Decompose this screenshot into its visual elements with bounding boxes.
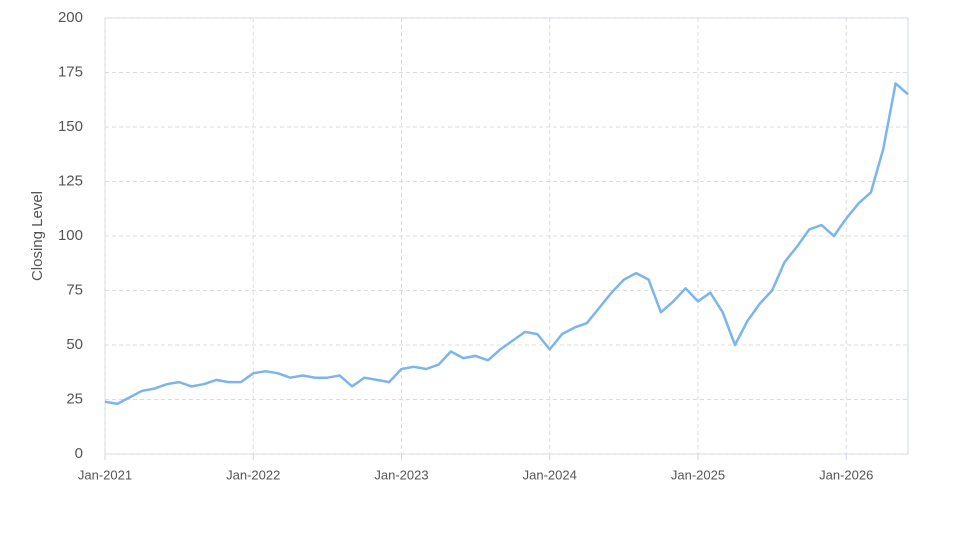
x-tick-label: Jan-2021 bbox=[78, 467, 132, 482]
y-tick-label: 100 bbox=[58, 227, 83, 244]
x-tick-label: Jan-2026 bbox=[819, 467, 873, 482]
y-tick-label: 125 bbox=[58, 172, 83, 189]
y-axis-label: Closing Level bbox=[29, 191, 46, 281]
x-tick-label: Jan-2022 bbox=[226, 467, 280, 482]
y-tick-label: 150 bbox=[58, 118, 83, 135]
y-tick-label: 25 bbox=[66, 390, 83, 407]
x-tick-label: Jan-2024 bbox=[523, 467, 577, 482]
series-line bbox=[104, 82, 909, 406]
y-tick-label: 50 bbox=[66, 336, 83, 353]
x-tick-label: Jan-2025 bbox=[671, 467, 725, 482]
x-tick-label: Jan-2023 bbox=[374, 467, 428, 482]
y-tick-label: 175 bbox=[58, 63, 83, 80]
y-tick-label: 200 bbox=[58, 9, 83, 26]
y-tick-label: 0 bbox=[75, 445, 83, 462]
y-tick-label: 75 bbox=[66, 281, 83, 298]
